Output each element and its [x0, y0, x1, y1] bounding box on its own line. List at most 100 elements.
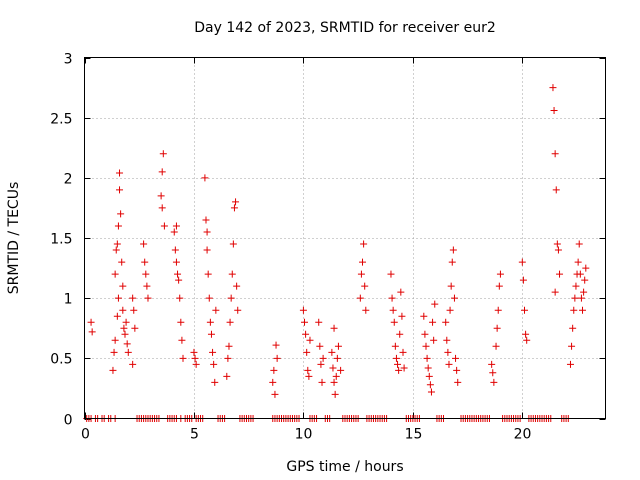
data-point — [443, 336, 451, 344]
data-point — [304, 366, 312, 374]
data-point — [140, 240, 148, 248]
data-point — [178, 336, 186, 344]
data-point — [574, 258, 582, 266]
data-point — [522, 330, 530, 338]
data-point — [330, 378, 338, 386]
y-tick-label: 0 — [64, 413, 73, 429]
data-point — [569, 324, 577, 332]
data-point — [227, 294, 235, 302]
data-point — [109, 366, 117, 374]
data-point — [211, 378, 219, 386]
data-point — [299, 306, 307, 314]
data-point — [328, 348, 336, 356]
data-point — [229, 240, 237, 248]
data-point — [158, 204, 166, 212]
data-point — [450, 294, 458, 302]
data-point — [421, 330, 429, 338]
data-point — [424, 364, 432, 372]
data-point — [230, 204, 238, 212]
data-point — [523, 336, 531, 344]
data-point — [116, 186, 124, 194]
data-point — [490, 378, 498, 386]
data-point — [315, 318, 323, 326]
data-point — [203, 228, 211, 236]
data-point — [113, 312, 121, 320]
data-point — [580, 288, 588, 296]
data-point — [123, 340, 131, 348]
data-point — [120, 324, 128, 332]
y-tick-label: 0.5 — [50, 352, 72, 368]
data-point — [271, 390, 279, 398]
data-point — [361, 282, 369, 290]
data-point — [453, 366, 461, 374]
data-point — [331, 390, 339, 398]
data-point — [303, 348, 311, 356]
data-point — [301, 318, 309, 326]
data-point — [568, 342, 576, 350]
data-point — [398, 312, 406, 320]
data-point — [204, 270, 212, 278]
x-tick-label: 15 — [405, 427, 423, 443]
data-point — [445, 360, 453, 368]
data-point — [494, 306, 502, 314]
data-point — [452, 354, 460, 362]
x-tick-label: 5 — [190, 427, 199, 443]
data-points — [83, 84, 590, 422]
data-point — [427, 388, 435, 396]
data-point — [111, 336, 119, 344]
data-point — [201, 174, 209, 182]
data-point — [575, 240, 583, 248]
data-point — [306, 336, 314, 344]
data-point — [207, 330, 215, 338]
data-point — [177, 318, 185, 326]
data-point — [191, 354, 199, 362]
data-point — [122, 318, 130, 326]
data-point — [581, 276, 589, 284]
data-point — [269, 378, 277, 386]
data-point — [319, 354, 327, 362]
data-point — [224, 354, 232, 362]
data-point — [112, 246, 120, 254]
data-point — [454, 378, 462, 386]
y-tick-label: 2 — [64, 172, 73, 188]
y-axis-label: SRMTID / TECUs — [6, 182, 22, 295]
data-point — [390, 318, 398, 326]
data-point — [121, 330, 129, 338]
data-point — [129, 360, 137, 368]
data-point — [170, 228, 178, 236]
data-point — [549, 84, 557, 92]
data-point — [190, 348, 198, 356]
data-point — [447, 282, 455, 290]
data-point — [272, 341, 280, 349]
data-point — [556, 270, 564, 278]
data-point — [429, 318, 437, 326]
data-point — [302, 330, 310, 338]
y-tick-labels: 0 0.5 1 1.5 2 2.5 3 — [50, 52, 72, 429]
data-point — [430, 336, 438, 344]
data-point — [357, 270, 365, 278]
data-point — [225, 342, 233, 350]
data-point — [175, 276, 183, 284]
data-point — [521, 306, 529, 314]
data-point — [553, 240, 561, 248]
data-point — [329, 364, 337, 372]
x-tick-labels: 0 5 10 15 20 — [81, 427, 531, 443]
y-tick-label: 1.5 — [50, 232, 72, 248]
x-tick-label: 0 — [81, 427, 90, 443]
data-point — [571, 294, 579, 302]
data-point — [114, 222, 122, 230]
data-point — [362, 306, 370, 314]
data-point — [395, 366, 403, 374]
data-point — [206, 318, 214, 326]
data-point — [423, 354, 431, 362]
data-point — [233, 282, 241, 290]
data-point — [359, 258, 367, 266]
data-point — [552, 186, 560, 194]
data-point — [577, 294, 585, 302]
data-point — [495, 282, 503, 290]
data-point — [158, 168, 166, 176]
x-tick-label: 10 — [295, 427, 313, 443]
data-point — [157, 192, 165, 200]
data-point — [388, 294, 396, 302]
data-point — [449, 246, 457, 254]
